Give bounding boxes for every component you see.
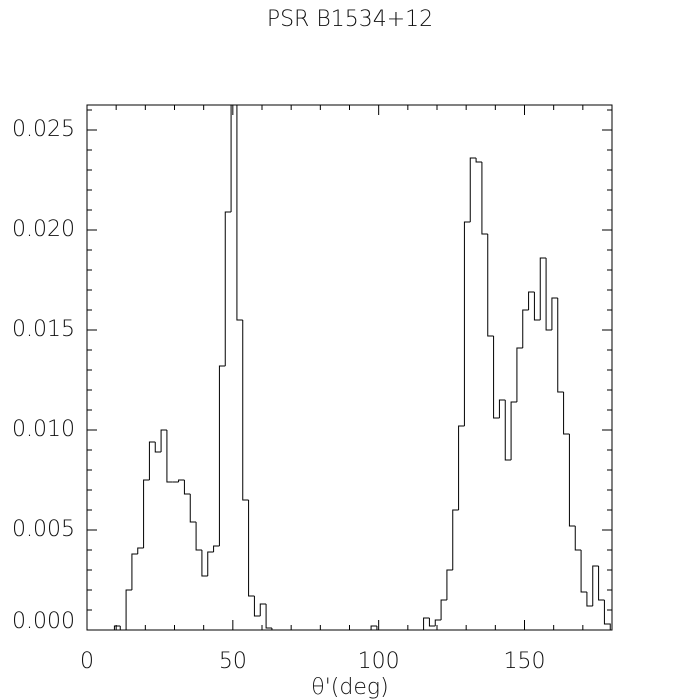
hist-bin (574, 526, 582, 551)
hist-bin (510, 401, 517, 460)
x-tick-label: 100 (358, 649, 400, 674)
hist-bin (201, 550, 208, 577)
hist-bin (563, 392, 570, 435)
hist-bin (236, 105, 243, 321)
x-tick-label: 50 (219, 649, 247, 674)
y-tick-label: 0.010 (12, 417, 75, 442)
hist-bin (446, 569, 453, 600)
hist-bin (475, 158, 482, 163)
hist-bin (498, 399, 506, 418)
y-tick-label: 0.005 (12, 517, 75, 542)
hist-bin (125, 589, 132, 630)
x-axis-label: θ'(deg) (311, 675, 388, 700)
hist-bin (207, 551, 214, 576)
hist-bin (166, 430, 173, 483)
hist-bin (580, 550, 587, 593)
y-tick-label: 0.025 (12, 117, 75, 142)
hist-bin (178, 479, 185, 482)
hist-bin (603, 600, 611, 630)
hist-bin (160, 429, 167, 452)
histogram (91, 105, 611, 630)
hist-bin (148, 441, 156, 480)
hist-bin (137, 547, 144, 554)
hist-bin (592, 565, 599, 606)
hist-bin (183, 480, 191, 495)
plot-frame (86, 104, 613, 631)
hist-bin (469, 157, 477, 222)
hist-bin (248, 500, 255, 597)
hist-bin (376, 626, 383, 630)
hist-bin (586, 592, 593, 607)
hist-bin (230, 105, 232, 212)
hist-bin (213, 545, 220, 552)
hist-bin (463, 221, 471, 426)
hist-bin (522, 309, 529, 348)
hist-bin (428, 618, 436, 627)
hist-bin (271, 628, 278, 630)
hist-bin (370, 625, 377, 630)
y-tick-label: 0.015 (12, 317, 75, 342)
hist-bin (481, 162, 488, 235)
hist-bin (113, 625, 121, 630)
hist-bin (545, 258, 552, 331)
hist-bin (218, 365, 226, 546)
y-tick-label: 0.000 (12, 609, 75, 634)
hist-bin (440, 599, 447, 620)
x-tick-label: 0 (80, 649, 94, 674)
x-tick-label: 150 (504, 649, 546, 674)
hist-bin (528, 291, 535, 310)
hist-bin (189, 494, 197, 523)
hist-bin (598, 566, 605, 601)
hist-bin (516, 347, 523, 402)
hist-bin (551, 297, 558, 330)
hist-bin (533, 292, 541, 321)
hist-bin (265, 604, 272, 629)
hist-bin (195, 522, 202, 551)
hist-bin (557, 298, 564, 393)
hist-bin (253, 596, 261, 617)
hist-bin (423, 617, 430, 630)
hist-bin (131, 553, 138, 590)
hist-bin (458, 425, 465, 510)
hist-bin (119, 626, 127, 630)
hist-bin (224, 211, 232, 366)
hist-bin (154, 442, 162, 453)
hist-bin (493, 336, 500, 419)
hist-bin (539, 257, 547, 320)
hist-bin (504, 400, 512, 461)
hist-bin (487, 234, 494, 337)
hist-bin (143, 479, 150, 548)
hist-bin (242, 320, 249, 501)
hist-bin (434, 619, 442, 626)
y-tick-label: 0.020 (12, 217, 75, 242)
hist-bin (259, 603, 267, 616)
hist-bin (568, 434, 576, 527)
chart-title: PSR B1534+12 (267, 7, 433, 32)
hist-bin (452, 509, 459, 570)
